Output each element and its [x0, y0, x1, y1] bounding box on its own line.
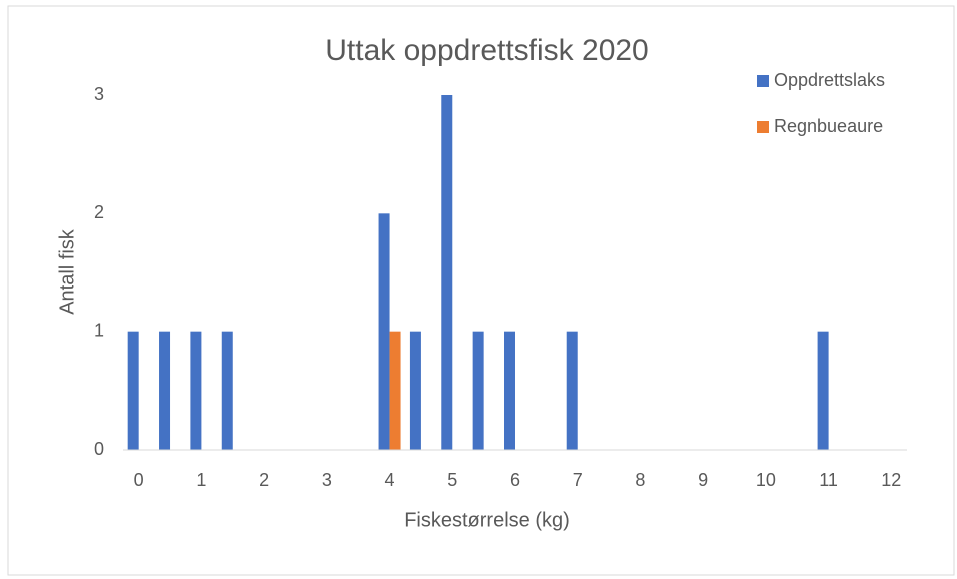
- x-tick-label: 9: [698, 470, 708, 490]
- bar: [389, 331, 401, 450]
- bar: [441, 95, 453, 450]
- x-tick-label: 10: [756, 470, 776, 490]
- legend-swatch: [757, 121, 769, 133]
- x-tick-label: 2: [259, 470, 269, 490]
- legend-label: Oppdrettslaks: [774, 70, 885, 90]
- legend-label: Regnbueaure: [774, 116, 883, 136]
- bar: [817, 331, 829, 450]
- x-tick-label: 11: [819, 470, 838, 490]
- chart-border: [7, 5, 955, 576]
- x-tick-label: 12: [881, 470, 901, 490]
- chart-title: Uttak oppdrettsfisk 2020: [325, 34, 649, 67]
- y-tick-label: 0: [94, 439, 104, 459]
- y-axis-label: Antall fisk: [56, 228, 78, 315]
- bar: [409, 331, 421, 450]
- legend-swatch: [757, 75, 769, 87]
- x-tick-label: 4: [385, 470, 395, 490]
- x-tick-label: 1: [196, 470, 206, 490]
- x-tick-label: 8: [635, 470, 645, 490]
- bar: [504, 331, 515, 450]
- y-tick-label: 1: [94, 320, 104, 340]
- x-axis-label: Fiskestørrelse (kg): [404, 509, 570, 531]
- x-tick-label: 0: [134, 470, 144, 490]
- x-tick-label: 7: [573, 470, 583, 490]
- y-tick-label: 2: [94, 202, 104, 222]
- bar: [127, 331, 139, 450]
- bar: [472, 331, 484, 450]
- bar: [378, 213, 390, 450]
- bar: [159, 331, 171, 450]
- bar: [190, 331, 202, 450]
- y-tick-label: 3: [94, 84, 104, 104]
- x-tick-label: 3: [322, 470, 332, 490]
- x-tick-label: 5: [447, 470, 457, 490]
- bar: [221, 331, 233, 450]
- bar: [566, 331, 578, 450]
- x-tick-label: 6: [510, 470, 520, 490]
